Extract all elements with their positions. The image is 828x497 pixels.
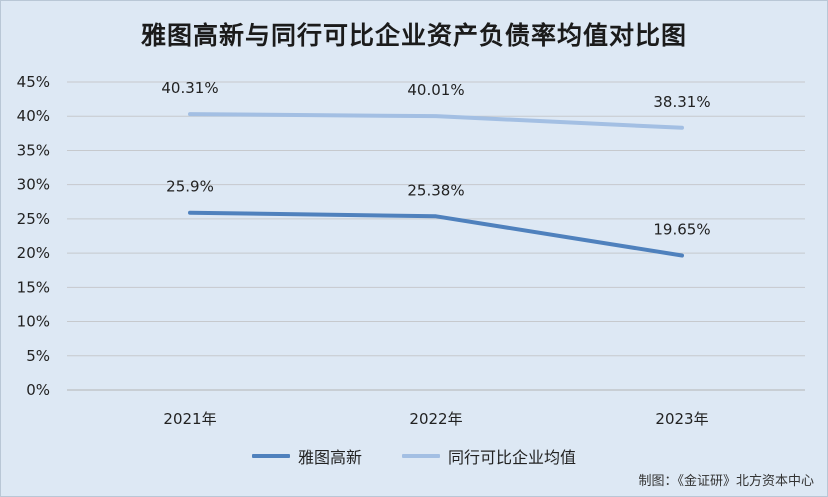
y-tick-label: 45% [17, 73, 50, 91]
y-axis-tick-labels: 0% 5% 10% 15% 20% 25% 30% 35% 40% 45% [17, 73, 50, 399]
series-lines [188, 112, 684, 258]
legend: 雅图高新 同行可比企业均值 [0, 444, 828, 468]
y-tick-label: 15% [17, 278, 50, 296]
data-label: 25.9% [166, 178, 214, 196]
series-line [188, 112, 684, 130]
x-tick-label: 2023年 [655, 410, 708, 428]
source-note: 制图：《金证研》北方资本中心 [638, 474, 814, 489]
y-tick-label: 40% [17, 107, 50, 125]
y-tick-label: 30% [17, 176, 50, 194]
legend-item-peer-average: 同行可比企业均值 [402, 444, 576, 468]
x-axis-tick-labels: 2021年 2022年 2023年 [163, 410, 708, 428]
legend-label-yatu: 雅图高新 [297, 448, 362, 467]
x-tick-label: 2021年 [163, 410, 216, 428]
y-tick-label: 20% [17, 244, 50, 262]
y-tick-label: 25% [17, 210, 50, 228]
legend-swatch-yatu [251, 454, 290, 458]
data-label: 38.31% [653, 93, 710, 111]
gridlines [67, 81, 805, 391]
data-label: 40.31% [161, 79, 218, 97]
data-label: 25.38% [407, 181, 464, 199]
chart-title: 雅图高新与同行可比企业资产负债率均值对比图 [140, 21, 687, 50]
x-tick-label: 2022年 [409, 410, 462, 428]
data-label: 19.65% [653, 221, 710, 239]
data-label: 40.01% [407, 81, 464, 99]
legend-item-yatu: 雅图高新 [251, 444, 362, 468]
y-tick-label: 10% [17, 313, 50, 331]
y-tick-label: 5% [26, 347, 50, 365]
data-labels: 25.9% 25.38% 19.65% 40.31% 40.01% 38.31% [161, 79, 710, 238]
y-tick-label: 0% [26, 381, 50, 399]
series-line [188, 210, 684, 258]
legend-swatch-peer-average [402, 454, 440, 458]
legend-label-peer-average: 同行可比企业均值 [448, 448, 577, 467]
y-tick-label: 35% [17, 141, 50, 159]
